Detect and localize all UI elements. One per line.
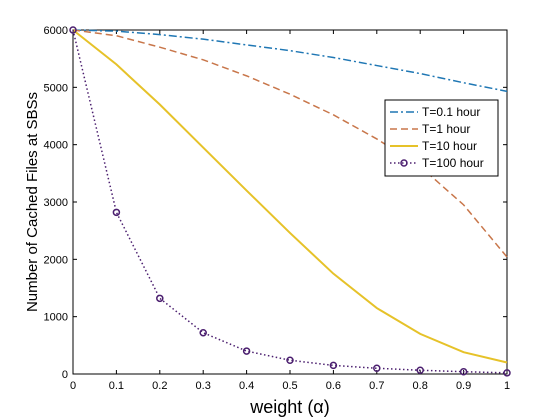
x-tick-label: 1	[504, 380, 510, 392]
x-axis-label: weight (α)	[249, 397, 329, 417]
data-point	[329, 361, 338, 370]
legend-marker	[400, 159, 408, 167]
y-tick-label: 3000	[44, 197, 68, 209]
data-point	[373, 364, 381, 373]
axis-ticks: 0 0.1 0.2 0.3 0.4 0.5 0.6 0.7 0.8 0.9 1 0 1000 2000 30…	[44, 25, 511, 392]
x-tick-label: 0.9	[456, 380, 471, 392]
legend-label: T=100 hour	[422, 156, 484, 170]
x-tick-label: 0.7	[369, 380, 384, 392]
series-line-3	[72, 29, 508, 364]
legend-label: T=1 hour	[422, 122, 470, 136]
data-point	[286, 356, 294, 364]
y-tick-label: 1000	[44, 312, 68, 324]
data-point	[503, 369, 511, 377]
x-tick-label: 0.6	[326, 380, 341, 392]
x-tick-label: 0.3	[196, 380, 211, 392]
x-tick-label: 0.2	[152, 380, 167, 392]
x-tick-label: 0.4	[239, 380, 254, 392]
y-tick-label: 2000	[44, 254, 68, 266]
data-point	[199, 328, 207, 337]
y-tick-label: 6000	[44, 25, 68, 37]
x-tick-label: 0	[70, 380, 76, 392]
y-axis-label: Number of Cached Files at SBSs	[24, 92, 41, 312]
plot-area	[72, 29, 508, 375]
series-lines	[69, 26, 511, 377]
y-tick-label: 4000	[44, 140, 68, 152]
data-point	[242, 347, 251, 355]
x-tick-label: 0.1	[109, 380, 124, 392]
legend: T=0.1 hour T=1 hour T=10 hour T=100 hour	[384, 99, 499, 177]
data-point	[459, 367, 468, 376]
data-point	[112, 208, 121, 217]
y-tick-label: 5000	[44, 82, 68, 94]
data-point	[156, 294, 164, 303]
data-point	[416, 366, 424, 375]
legend-label: T=10 hour	[422, 139, 477, 153]
legend-label: T=0.1 hour	[422, 105, 480, 119]
x-tick-label: 0.8	[413, 380, 428, 392]
x-tick-label: 0.5	[282, 380, 297, 392]
data-point	[69, 26, 77, 34]
y-tick-label: 0	[62, 369, 68, 381]
legend-box	[384, 99, 499, 177]
